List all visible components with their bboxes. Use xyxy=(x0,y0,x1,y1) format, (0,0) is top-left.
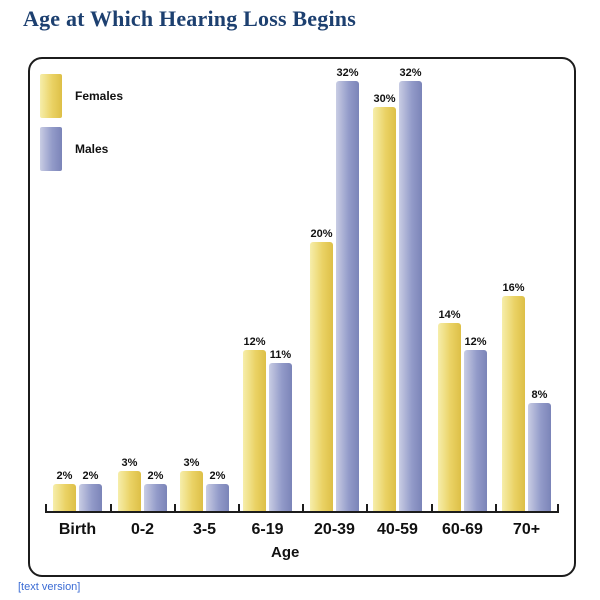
x-axis-title: Age xyxy=(271,544,300,561)
x-axis-label-3-5: 3-5 xyxy=(192,521,217,538)
x-axis-tick xyxy=(174,504,176,513)
bar-males-20-39 xyxy=(336,81,359,511)
bar-females-3-5 xyxy=(180,471,203,511)
bar-value-label: 20% xyxy=(310,228,333,240)
bar-value-label: 12% xyxy=(243,336,266,348)
bar-value-label: 3% xyxy=(121,457,138,469)
x-axis-tick xyxy=(302,504,304,513)
bar-value-label: 32% xyxy=(399,67,422,79)
bar-value-label: 2% xyxy=(209,470,226,482)
x-axis-tick xyxy=(366,504,368,513)
bar-females-0-2 xyxy=(118,471,141,511)
bar-females-20-39 xyxy=(310,242,333,511)
x-axis-label-20-39: 20-39 xyxy=(314,521,355,538)
bar-females-40-59 xyxy=(373,107,396,511)
bar-value-label: 16% xyxy=(502,282,525,294)
legend-item-males: Males xyxy=(40,127,108,171)
bar-females-60-69 xyxy=(438,323,461,511)
males-swatch-icon xyxy=(40,127,62,171)
bar-females-70plus xyxy=(502,296,525,511)
x-axis-tick xyxy=(495,504,497,513)
bar-value-label: 30% xyxy=(373,93,396,105)
bar-value-label: 2% xyxy=(82,470,99,482)
bar-males-60-69 xyxy=(464,350,487,511)
x-axis-tick xyxy=(238,504,240,513)
legend-label-males: Males xyxy=(75,142,109,156)
bar-males-70plus xyxy=(528,403,551,511)
females-swatch-icon xyxy=(40,74,62,118)
bar-value-label: 12% xyxy=(464,336,487,348)
x-axis-label-40-59: 40-59 xyxy=(377,521,418,538)
plot-area: Females Males Age 2% 2% Birth 3% 2% 0-2 3% 2% 3-… xyxy=(30,59,574,575)
bar-value-label: 11% xyxy=(269,349,292,361)
bar-males-40-59 xyxy=(399,81,422,511)
page-title: Age at Which Hearing Loss Begins xyxy=(23,6,356,31)
x-axis-tick xyxy=(45,504,47,513)
bar-value-label: 2% xyxy=(147,470,164,482)
bar-value-label: 14% xyxy=(438,309,461,321)
x-axis-tick xyxy=(431,504,433,513)
x-axis-label-6-19: 6-19 xyxy=(251,521,284,538)
text-version-link[interactable]: [text version] xyxy=(18,581,81,593)
x-axis-label-60-69: 60-69 xyxy=(442,521,483,538)
chart-panel: Females Males Age 2% 2% Birth 3% 2% 0-2 3% 2% 3-… xyxy=(28,57,576,577)
bar-males-0-2 xyxy=(144,484,167,511)
bar-value-label: 8% xyxy=(531,389,548,401)
bar-value-label: 2% xyxy=(56,470,73,482)
bar-females-birth xyxy=(53,484,76,511)
legend-label-females: Females xyxy=(75,89,124,103)
bar-value-label: 32% xyxy=(336,67,359,79)
bar-value-label: 3% xyxy=(183,457,200,469)
x-axis-tick xyxy=(557,504,559,513)
bar-males-6-19 xyxy=(269,363,292,511)
x-axis-tick xyxy=(110,504,112,513)
x-axis-label-birth: Birth xyxy=(58,521,97,538)
bar-males-birth xyxy=(79,484,102,511)
bar-females-6-19 xyxy=(243,350,266,511)
bar-males-3-5 xyxy=(206,484,229,511)
legend-item-females: Females xyxy=(40,74,123,118)
x-axis-label-70plus: 70+ xyxy=(512,521,541,538)
x-axis-label-0-2: 0-2 xyxy=(130,521,155,538)
